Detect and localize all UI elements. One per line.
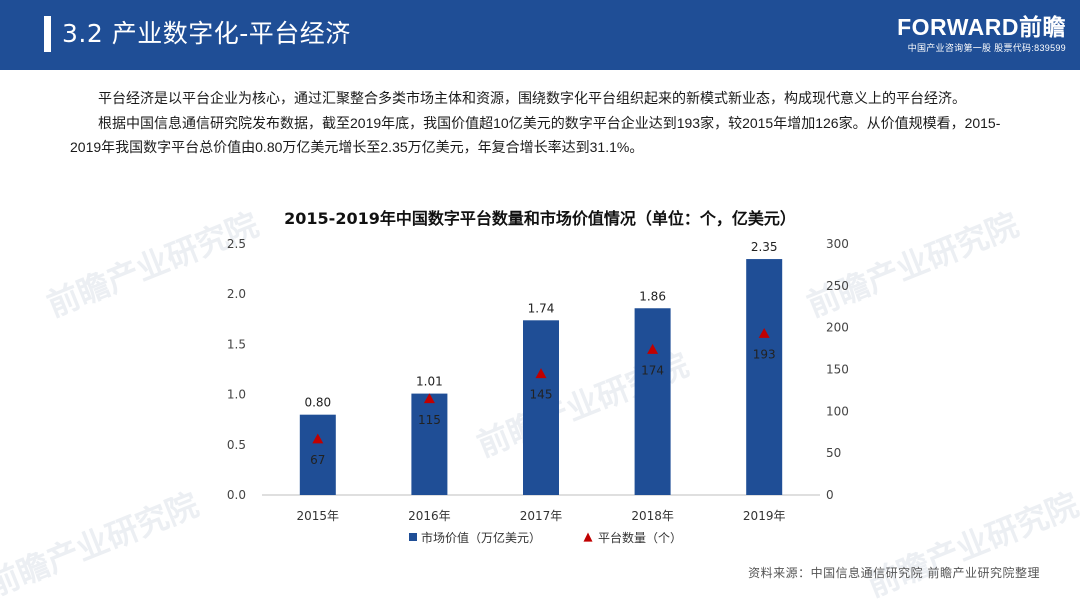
x-tick-label: 2016年 xyxy=(408,509,451,523)
legend-point-label: 平台数量（个） xyxy=(598,530,682,545)
x-tick-label: 2019年 xyxy=(743,509,786,523)
point-marker xyxy=(535,368,547,379)
bar-value-label: 0.80 xyxy=(304,396,331,410)
y-right-tick-label: 250 xyxy=(826,279,849,293)
legend-point-swatch xyxy=(583,532,593,542)
x-tick-label: 2015年 xyxy=(297,509,340,523)
page-title: 3.2 产业数字化-平台经济 xyxy=(62,19,351,48)
x-tick-label: 2017年 xyxy=(520,509,563,523)
point-marker xyxy=(423,393,435,404)
bar-value-label: 1.74 xyxy=(528,301,555,315)
bar xyxy=(299,414,336,495)
bar xyxy=(523,320,559,495)
bar-value-label: 1.01 xyxy=(416,375,443,389)
y-left-tick-label: 1.5 xyxy=(227,337,246,351)
chart-title: 2015-2019年中国数字平台数量和市场价值情况（单位：个，亿美元） xyxy=(284,209,796,228)
header-accent-bar xyxy=(44,16,51,52)
bar-value-label: 1.86 xyxy=(639,289,666,303)
y-right-tick-label: 150 xyxy=(826,363,849,377)
legend-bar-label: 市场价值（万亿美元） xyxy=(421,530,541,545)
bar-value-label: 2.35 xyxy=(751,240,778,254)
intro-paragraph: 根据中国信息通信研究院发布数据，截至2019年底，我国价值超10亿美元的数字平台… xyxy=(70,114,1001,156)
brand-tagline: 中国产业咨询第一股 股票代码:839599 xyxy=(907,43,1066,53)
y-left-tick-label: 2.5 xyxy=(227,237,246,251)
point-value-label: 115 xyxy=(418,413,441,427)
point-marker xyxy=(312,433,324,444)
y-right-tick-label: 0 xyxy=(826,488,834,502)
y-left-tick-label: 0.0 xyxy=(227,488,246,502)
source-note: 资料来源：中国信息通信研究院 前瞻产业研究院整理 xyxy=(748,566,1040,580)
bar xyxy=(411,393,448,495)
point-value-label: 193 xyxy=(753,348,776,362)
point-marker xyxy=(647,343,659,354)
y-right-tick-label: 200 xyxy=(826,321,849,335)
brand-block: FORWARD前瞻 中国产业咨询第一股 股票代码:839599 xyxy=(866,14,1066,54)
bar xyxy=(634,308,671,495)
y-left-tick-label: 2.0 xyxy=(227,287,246,301)
point-value-label: 145 xyxy=(530,388,553,402)
x-tick-label: 2018年 xyxy=(631,509,674,523)
y-right-tick-label: 300 xyxy=(826,237,849,251)
point-value-label: 174 xyxy=(641,363,664,377)
y-left-tick-label: 1.0 xyxy=(227,388,246,402)
header-bar: 3.2 产业数字化-平台经济 FORWARD前瞻 中国产业咨询第一股 股票代码:… xyxy=(0,0,1080,70)
y-right-tick-label: 50 xyxy=(826,446,841,460)
intro-paragraph: 平台经济是以平台企业为核心，通过汇聚整合多类市场主体和资源，围绕数字化平台组织起… xyxy=(98,90,966,106)
y-left-tick-label: 0.5 xyxy=(227,438,246,452)
legend-bar-swatch xyxy=(409,533,417,541)
point-marker xyxy=(758,328,770,338)
bar xyxy=(746,259,783,495)
brand-logo-text: FORWARD前瞻 xyxy=(897,14,1066,40)
y-right-tick-label: 100 xyxy=(826,404,849,418)
intro-text: 平台经济是以平台企业为核心，通过汇聚整合多类市场主体和资源，围绕数字化平台组织起… xyxy=(70,86,1020,160)
point-value-label: 67 xyxy=(310,453,325,467)
